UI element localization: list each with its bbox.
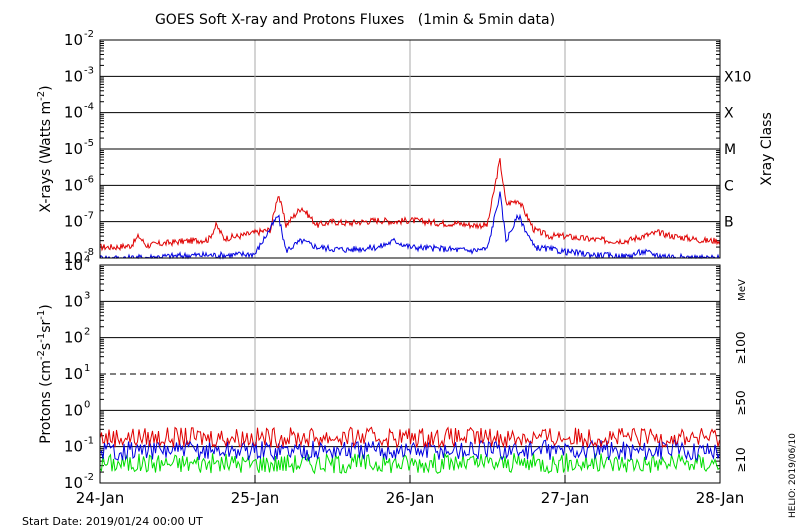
- xray-tick-exponent: -2: [84, 29, 94, 40]
- xray-tick-label: 10: [64, 176, 83, 194]
- chart-title: GOES Soft X-ray and Protons Fluxes (1min…: [155, 12, 555, 28]
- proton-y-axis-label: Protons (cm-2s-1sr-1): [36, 304, 54, 443]
- proton-legend-entry: ≥100: [734, 332, 748, 365]
- proton-tick-exponent: 0: [84, 399, 90, 410]
- proton-tick-exponent: -1: [84, 436, 94, 447]
- xray-tick-label: 10: [64, 104, 83, 122]
- xray-tick-exponent: -7: [84, 211, 94, 222]
- xray-class-axis-label: Xray Class: [759, 112, 775, 186]
- xray-series-line: [99, 191, 720, 260]
- xray-tick-exponent: -6: [84, 174, 94, 185]
- proton-legend-entry: ≥10: [734, 447, 748, 472]
- proton-units-label: MeV: [737, 279, 748, 301]
- proton-tick-exponent: 4: [84, 254, 90, 265]
- proton-tick-exponent: 1: [84, 363, 90, 374]
- proton-tick-label: 10: [64, 365, 83, 383]
- proton-tick-label: 10: [64, 256, 83, 274]
- xray-class-label: C: [724, 178, 734, 194]
- xray-tick-exponent: -4: [84, 102, 94, 113]
- proton-tick-label: 10: [64, 474, 83, 492]
- proton-tick-exponent: 3: [84, 290, 90, 301]
- x-axis-tick-label: 28-Jan: [696, 489, 744, 507]
- proton-tick-label: 10: [64, 438, 83, 456]
- xray-class-label: M: [724, 142, 736, 158]
- xray-tick-label: 10: [64, 249, 83, 267]
- x-axis-tick-label: 24-Jan: [76, 489, 124, 507]
- xray-y-axis-label: X-rays (Watts m-2): [36, 85, 54, 212]
- xray-tick-label: 10: [64, 67, 83, 85]
- proton-series-line: [99, 452, 720, 475]
- xray-tick-label: 10: [64, 213, 83, 231]
- xray-class-label: X10: [724, 69, 751, 85]
- x-axis-tick-label: 26-Jan: [386, 489, 434, 507]
- xray-class-label: B: [724, 215, 734, 231]
- xray-class-label: X: [724, 106, 734, 122]
- xray-tick-label: 10: [64, 31, 83, 49]
- proton-series-line: [99, 426, 720, 449]
- proton-tick-exponent: -2: [84, 472, 94, 483]
- x-axis-tick-label: 25-Jan: [231, 489, 279, 507]
- proton-tick-label: 10: [64, 401, 83, 419]
- proton-tick-exponent: 2: [84, 327, 90, 338]
- x-axis-tick-label: 27-Jan: [541, 489, 589, 507]
- proton-tick-label: 10: [64, 329, 83, 347]
- credit-label: HELIO: 2019/06/10: [788, 433, 798, 518]
- proton-tick-label: 10: [64, 292, 83, 310]
- proton-legend-entry: ≥50: [734, 390, 748, 415]
- xray-tick-exponent: -3: [84, 65, 94, 76]
- start-date-label: Start Date: 2019/01/24 00:00 UT: [22, 515, 203, 528]
- xray-tick-exponent: -5: [84, 138, 94, 149]
- x-axis: 24-Jan 25-Jan 26-Jan 27-Jan 28-Jan: [76, 475, 744, 507]
- xray-series-line: [99, 158, 721, 252]
- xray-plot-frame: [99, 39, 721, 259]
- xray-tick-label: 10: [64, 140, 83, 158]
- xray-tick-exponent: -8: [84, 247, 94, 258]
- xray-panel: 10-210-310-410-510-610-710 -8X10XMCBXray …: [36, 29, 775, 267]
- proton-series-line: [99, 439, 720, 462]
